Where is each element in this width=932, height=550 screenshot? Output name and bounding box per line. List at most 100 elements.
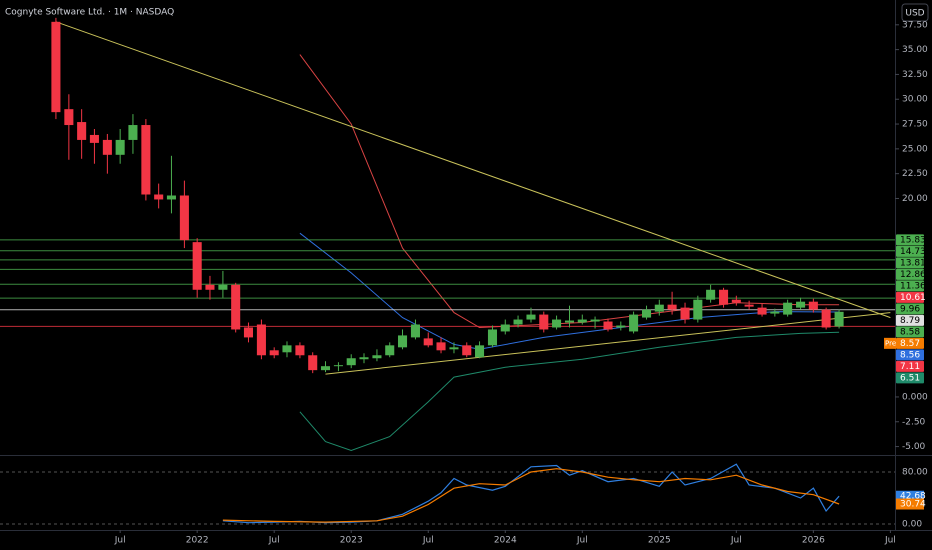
- x-tick-label: 2026: [802, 536, 825, 546]
- y-tick-label: 25.00: [902, 144, 928, 154]
- candle-body: [475, 345, 485, 358]
- x-tick-label: Jul: [268, 536, 280, 546]
- candle-body: [308, 355, 318, 371]
- price-badge-label: 7.11: [900, 362, 920, 372]
- candle-body: [179, 195, 189, 241]
- candle-body: [154, 194, 164, 200]
- y-tick-label: 32.50: [902, 70, 928, 80]
- candle-body: [295, 345, 305, 356]
- y-tick-label: 27.50: [902, 120, 928, 130]
- value-badge: [896, 498, 924, 510]
- x-tick-label: Jul: [114, 536, 126, 546]
- candle-body: [783, 302, 793, 315]
- x-tick-label: 2023: [340, 536, 363, 546]
- candle-body: [423, 338, 433, 346]
- candle-body: [603, 321, 613, 330]
- y-tick-label: 35.00: [902, 45, 928, 55]
- candle-body: [641, 309, 652, 318]
- candle-body: [667, 304, 677, 310]
- candle-body: [757, 307, 767, 315]
- candle-body: [693, 299, 703, 320]
- price-badge: [896, 280, 924, 292]
- price-badge-label: 15.83: [900, 235, 926, 245]
- price-badge: [896, 314, 924, 326]
- trendline: [55, 21, 891, 319]
- candle-body: [539, 314, 549, 330]
- candle-body: [462, 345, 472, 356]
- price-badge: [896, 303, 924, 315]
- candle-body: [577, 319, 587, 323]
- value-badge: [896, 490, 924, 502]
- y-tick-label: 80.00: [902, 467, 928, 477]
- candle-body: [796, 301, 806, 308]
- candle-body: [744, 304, 754, 307]
- y-tick-label: 37.50: [902, 20, 928, 30]
- candle-body: [269, 350, 279, 356]
- candle-body: [770, 311, 780, 314]
- candle-body: [500, 324, 510, 332]
- candle-body: [89, 134, 99, 143]
- price-badge-label: 11.36: [900, 281, 926, 291]
- indicator-line: [299, 54, 840, 329]
- candle-body: [231, 284, 241, 330]
- candle-body: [64, 109, 74, 126]
- trendline: [325, 312, 891, 375]
- y-tick-label: -5.00: [902, 442, 926, 452]
- price-badge-label: 9.96: [900, 304, 920, 314]
- price-badge: [896, 245, 924, 257]
- premarket-tag: [884, 337, 896, 349]
- rsi-line: [222, 468, 840, 523]
- x-tick-label: Jul: [422, 536, 434, 546]
- candle-body: [166, 195, 176, 200]
- price-badge-label: 6.51: [900, 373, 920, 383]
- chart-title: Cognyte Software Ltd. · 1M · NASDAQ: [5, 8, 174, 18]
- candle-body: [282, 345, 292, 353]
- x-tick-label: Jul: [576, 536, 588, 546]
- candle-body: [385, 345, 395, 356]
- candle-body: [115, 139, 125, 155]
- price-badge: [896, 257, 924, 269]
- currency-button[interactable]: [901, 3, 929, 22]
- candle-body: [359, 357, 369, 360]
- candle-body: [834, 311, 844, 327]
- candle-body: [320, 366, 331, 371]
- value-badge-label: 42.68: [900, 492, 926, 502]
- x-tick-label: Jul: [884, 536, 896, 546]
- x-tick-label: 2024: [494, 536, 517, 546]
- candle-body: [487, 329, 498, 346]
- candle-body: [629, 314, 639, 332]
- value-badge-label: 30.74: [900, 500, 926, 510]
- candle-body: [397, 335, 408, 348]
- price-badge-label: 14.73: [900, 247, 926, 257]
- y-tick-label: -2.50: [902, 417, 926, 427]
- price-badge: [896, 291, 924, 303]
- candle-body: [77, 122, 87, 140]
- price-badge-label: 8.58: [900, 327, 920, 337]
- candle-body: [526, 314, 536, 320]
- price-badge: [896, 326, 924, 338]
- candle-body: [243, 327, 254, 338]
- candle-body: [141, 125, 151, 195]
- price-badge-label: 8.57: [900, 339, 920, 349]
- y-tick-label: 20.00: [902, 194, 928, 204]
- price-badge-label: 13.81: [900, 258, 926, 268]
- candle-body: [731, 299, 741, 303]
- price-badge: [896, 234, 924, 246]
- candle-body: [706, 289, 716, 300]
- candle-body: [808, 301, 818, 310]
- indicator-line: [299, 232, 840, 350]
- candle-body: [436, 342, 446, 351]
- rsi-line: [222, 463, 840, 524]
- candle-body: [590, 319, 600, 322]
- candle-body: [192, 242, 202, 290]
- candle-body: [256, 324, 266, 356]
- candle-body: [333, 365, 343, 367]
- candle-body: [102, 139, 112, 155]
- candle-body: [552, 319, 562, 328]
- price-badge: [896, 360, 924, 372]
- currency-label[interactable]: USD: [905, 9, 924, 19]
- candle-body: [346, 358, 356, 366]
- candle-body: [372, 355, 382, 359]
